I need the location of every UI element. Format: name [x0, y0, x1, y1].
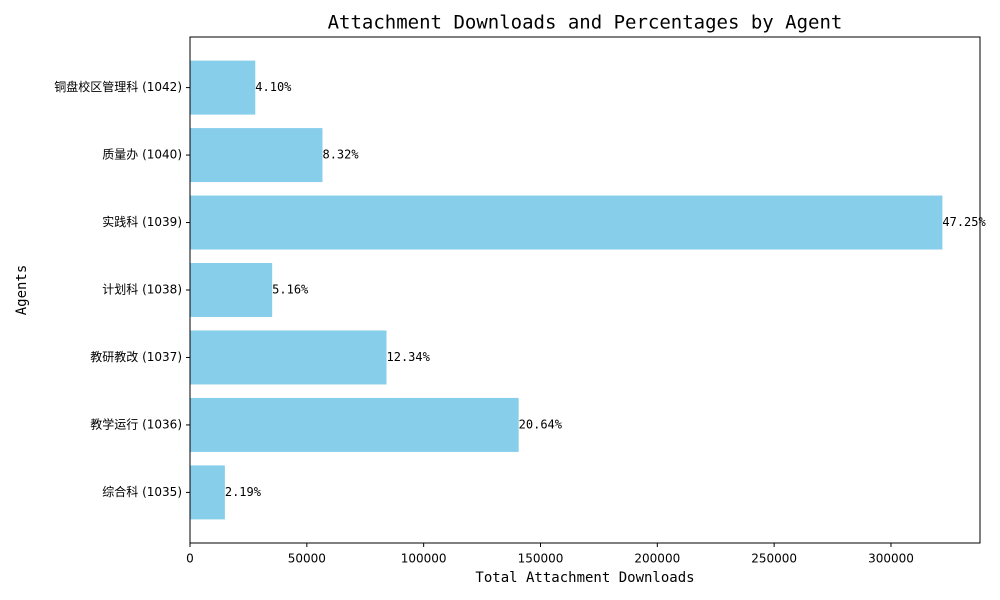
bar — [190, 397, 519, 452]
data-label: 47.25% — [942, 215, 986, 229]
plot-frame — [189, 36, 981, 544]
y-axis-label: Agents — [14, 265, 30, 316]
y-tick-label: 教学运行 (1036) — [90, 416, 182, 431]
bar — [190, 195, 943, 250]
y-tick-label: 质量办 (1040) — [102, 147, 182, 162]
x-tick-label: 250000 — [751, 552, 797, 566]
chart-title: Attachment Downloads and Percentages by … — [328, 12, 843, 34]
y-tick-label: 教研教改 (1037) — [90, 349, 182, 364]
y-tick-label: 综合科 (1035) — [102, 484, 182, 499]
data-label: 5.16% — [272, 283, 309, 297]
bar — [190, 128, 323, 183]
data-label: 20.64% — [519, 417, 563, 431]
x-tick-label: 0 — [186, 552, 194, 566]
bar — [190, 263, 273, 317]
x-tick-label: 100000 — [401, 552, 447, 566]
x-tick-label: 50000 — [288, 552, 326, 566]
x-tick-label: 200000 — [634, 552, 680, 566]
y-tick-label: 实践科 (1039) — [102, 214, 182, 229]
bar — [190, 330, 387, 385]
bar — [190, 465, 225, 520]
y-tick-label: 铜盘校区管理科 (1042) — [54, 79, 182, 94]
data-label: 4.10% — [255, 80, 292, 94]
x-tick-label: 150000 — [518, 552, 564, 566]
data-label: 12.34% — [387, 350, 431, 364]
x-axis-label: Total Attachment Downloads — [475, 570, 694, 586]
y-tick-label: 计划科 (1038) — [102, 283, 182, 297]
bar — [190, 60, 256, 115]
x-tick-label: 300000 — [868, 552, 914, 566]
data-label: 8.32% — [322, 148, 359, 162]
data-label: 2.19% — [225, 485, 262, 499]
